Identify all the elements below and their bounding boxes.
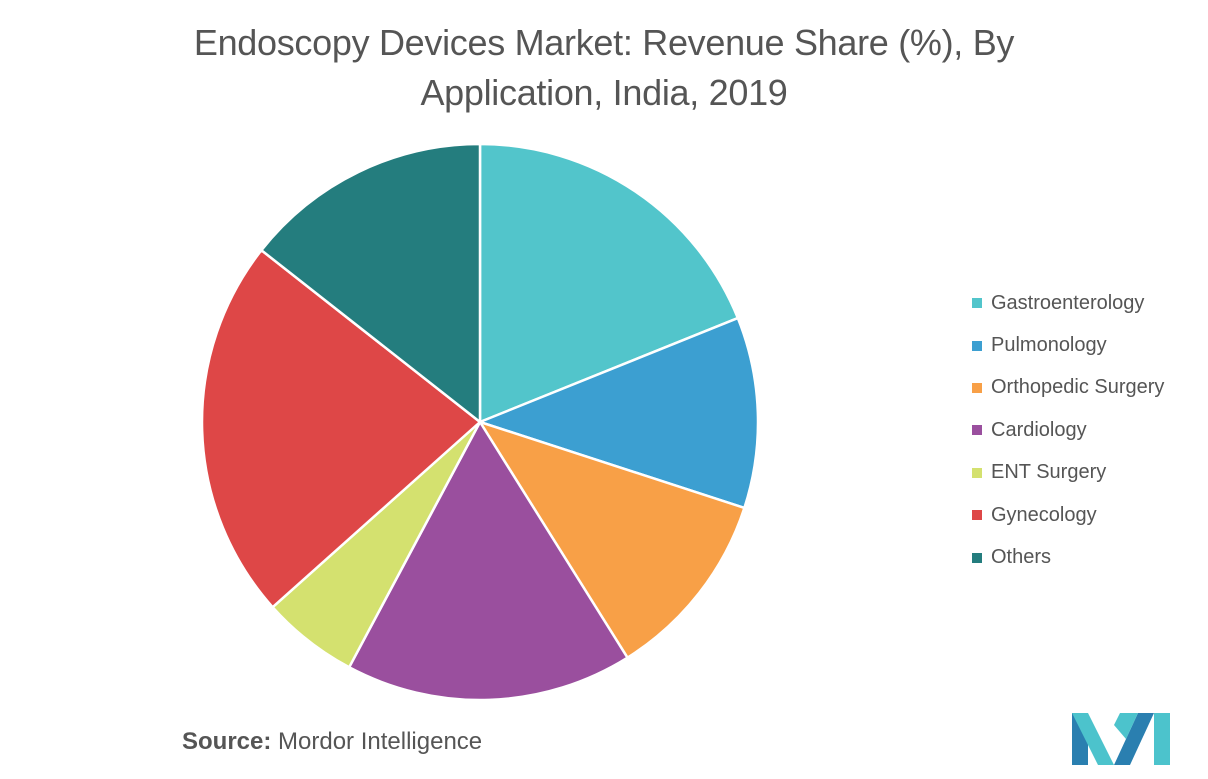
logo-center-diagonal	[1114, 713, 1154, 765]
legend-label: Orthopedic Surgery	[991, 376, 1165, 399]
pie-slice-gastroenterology	[478, 142, 740, 424]
pie-slice-others	[260, 142, 482, 424]
legend-item-others: Others	[972, 536, 1164, 578]
legend-label: Gynecology	[991, 503, 1097, 526]
logo-left-diagonal	[1072, 713, 1114, 765]
pie-slice-orthopedic-surgery	[478, 420, 746, 659]
legend-label: Gastroenterology	[991, 291, 1145, 314]
legend-swatch	[972, 510, 982, 521]
legend-item-ent-surgery: ENT Surgery	[972, 452, 1164, 494]
legend-swatch	[972, 467, 982, 478]
source-note: Source: Mordor Intelligence	[182, 728, 482, 756]
legend-item-pulmonology: Pulmonology	[972, 324, 1164, 366]
legend-item-cardiology: Cardiology	[972, 409, 1164, 451]
chart-title-line-1: Endoscopy Devices Market: Revenue Share …	[193, 22, 1015, 63]
pie-slice-cardiology	[347, 420, 629, 702]
legend-label: Others	[991, 546, 1052, 569]
legend-label: Pulmonology	[991, 334, 1107, 357]
source-text: Mordor Intelligence	[278, 728, 483, 755]
pie-slice-pulmonology	[478, 316, 760, 510]
legend-swatch	[972, 298, 982, 309]
logo-right-stroke	[1154, 713, 1170, 765]
pie-slice-gynecology	[200, 248, 482, 609]
legend-swatch	[972, 425, 982, 436]
legend-swatch	[972, 552, 982, 563]
legend-item-gynecology: Gynecology	[972, 494, 1164, 536]
legend-swatch	[972, 382, 982, 393]
chart-title: Endoscopy Devices Market: Revenue Share …	[104, 18, 1104, 118]
chart-legend: Gastroenterology Pulmonology Orthopedic Su…	[972, 282, 1164, 579]
chart-title-line-2: Application, India, 2019	[420, 72, 788, 113]
legend-label: Cardiology	[991, 418, 1087, 441]
source-label: Source:	[182, 728, 272, 755]
legend-label: ENT Surgery	[991, 461, 1107, 484]
legend-swatch	[972, 340, 982, 351]
logo-accent	[1114, 713, 1138, 739]
legend-item-orthopedic-surgery: Orthopedic Surgery	[972, 367, 1164, 409]
legend-item-gastroenterology: Gastroenterology	[972, 282, 1164, 324]
mordor-intelligence-logo-icon	[1072, 713, 1170, 765]
